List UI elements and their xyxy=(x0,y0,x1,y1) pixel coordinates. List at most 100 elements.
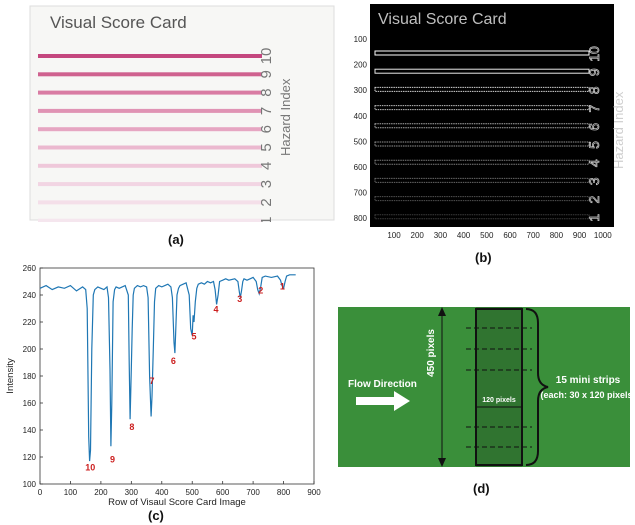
x-tick-label: 300 xyxy=(434,231,448,240)
panel-d-caption: (d) xyxy=(473,481,490,496)
panel-a-side-label: Hazard Index xyxy=(278,78,293,156)
binary-strip xyxy=(374,105,590,111)
flow-arrow-icon xyxy=(356,397,394,405)
hazard-index-label: 10 xyxy=(586,46,602,62)
hazard-index-label: 4 xyxy=(258,162,275,170)
hazard-index-label: 1 xyxy=(258,217,275,222)
y-tick-label: 160 xyxy=(23,399,37,408)
x-axis-label: Row of Visaul Score Card Image xyxy=(108,497,246,508)
height-label: 450 pixels xyxy=(426,329,437,377)
hazard-index-label: 7 xyxy=(258,107,275,115)
x-tick-label: 1000 xyxy=(594,231,612,240)
y-tick-label: 200 xyxy=(23,345,37,354)
panel-c: 0 100 200 300 400 500 600 700 800 900 100 120 140 160… xyxy=(0,258,325,525)
binary-strip xyxy=(374,68,590,74)
y-tick-label: 240 xyxy=(23,291,37,300)
peak-label: 3 xyxy=(237,294,242,304)
color-strip xyxy=(38,108,262,113)
x-tick-label: 600 xyxy=(216,488,230,497)
x-tick-label: 100 xyxy=(387,231,401,240)
color-strip xyxy=(38,182,262,187)
peak-label: 1 xyxy=(280,282,285,292)
x-tick-label: 400 xyxy=(457,231,471,240)
x-tick-label: 400 xyxy=(155,488,169,497)
intensity-line xyxy=(39,274,296,462)
y-tick-label: 500 xyxy=(354,137,368,146)
x-tick-label: 300 xyxy=(125,488,139,497)
x-tick-label: 900 xyxy=(573,231,587,240)
hazard-index-label: 7 xyxy=(586,104,602,112)
peak-label: 2 xyxy=(258,286,263,296)
score-card-binarized: Visual Score Card 10 9 8 7 6 5 4 3 2 1 100 200 300 4… xyxy=(354,4,626,240)
x-tick-label: 700 xyxy=(527,231,541,240)
y-axis-label: Intensity xyxy=(5,358,16,394)
intensity-chart: 0 100 200 300 400 500 600 700 800 900100120140160… xyxy=(5,264,321,508)
x-tick-label: 900 xyxy=(307,488,321,497)
y-tick-label: 100 xyxy=(23,480,37,489)
panel-c-caption: (c) xyxy=(148,508,164,523)
x-tick-label: 800 xyxy=(550,231,564,240)
hazard-index-label: 3 xyxy=(258,180,275,188)
strips-label: 15 mini strips xyxy=(556,375,621,386)
y-tick-label: 600 xyxy=(354,163,368,172)
x-tick-label: 200 xyxy=(94,488,108,497)
y-tick-label: 180 xyxy=(23,372,37,381)
color-strip xyxy=(38,127,262,132)
strips-size-label: (each: 30 x 120 pixels) xyxy=(540,390,630,400)
score-card-photo: Visual Score Card 10 9 8 7 6 5 4 3 2 1 Hazard Ind… xyxy=(28,4,336,225)
peak-label: 6 xyxy=(171,356,176,366)
panel-b-side-label: Hazard Index xyxy=(611,91,626,169)
hazard-index-label: 5 xyxy=(258,143,275,151)
peak-label: 8 xyxy=(129,422,134,432)
hazard-index-label: 9 xyxy=(258,70,275,78)
panel-b-caption: (b) xyxy=(475,250,492,265)
binary-strip xyxy=(374,196,590,202)
color-strip xyxy=(38,218,262,223)
y-tick-label: 400 xyxy=(354,112,368,121)
hazard-index-label: 9 xyxy=(586,68,602,76)
color-strip xyxy=(38,145,262,150)
hazard-index-label: 10 xyxy=(258,48,275,65)
y-tick-label: 300 xyxy=(354,86,368,95)
y-tick-label: 100 xyxy=(354,35,368,44)
y-tick-label: 800 xyxy=(354,214,368,223)
x-tick-label: 800 xyxy=(277,488,291,497)
brace-icon xyxy=(525,308,549,466)
color-strip xyxy=(38,163,262,168)
peak-label: 9 xyxy=(110,454,115,464)
binary-strip xyxy=(374,50,590,56)
hazard-index-label: 1 xyxy=(586,214,602,222)
y-tick-label: 140 xyxy=(23,426,37,435)
strip-outline xyxy=(475,308,523,466)
hazard-index-label: 8 xyxy=(258,88,275,96)
x-tick-label: 0 xyxy=(38,488,43,497)
hazard-index-label: 2 xyxy=(258,198,275,206)
hazard-index-label: 5 xyxy=(586,141,602,149)
y-tick-label: 220 xyxy=(23,318,37,327)
x-tick-label: 600 xyxy=(503,231,517,240)
x-tick-label: 500 xyxy=(186,488,200,497)
panel-a-title: Visual Score Card xyxy=(50,13,187,32)
panel-a-caption: (a) xyxy=(168,232,184,247)
binary-strip xyxy=(374,214,590,220)
peak-label: 5 xyxy=(192,332,197,342)
y-tick-label: 200 xyxy=(354,61,368,70)
x-tick-label: 700 xyxy=(246,488,260,497)
binary-strip xyxy=(374,123,590,129)
panel-b-title: Visual Score Card xyxy=(378,11,507,28)
hazard-index-label: 6 xyxy=(258,125,275,133)
panel-a: Visual Score Card 10 9 8 7 6 5 4 3 2 1 Hazard Ind… xyxy=(28,4,336,225)
peak-label: 7 xyxy=(150,376,155,386)
binary-strip xyxy=(374,86,590,92)
panel-d: 450 pixels Flow Direction 120 pixels 15 … xyxy=(338,307,635,467)
peak-label: 4 xyxy=(213,305,218,315)
color-strip xyxy=(38,200,262,205)
peak-label: 10 xyxy=(85,463,95,473)
color-strip xyxy=(38,54,262,58)
binary-strip xyxy=(374,141,590,147)
hazard-index-label: 4 xyxy=(586,159,602,167)
y-tick-label: 120 xyxy=(23,453,37,462)
y-tick-label: 700 xyxy=(354,189,368,198)
x-tick-label: 500 xyxy=(480,231,494,240)
width-label: 120 pixels xyxy=(482,397,516,404)
